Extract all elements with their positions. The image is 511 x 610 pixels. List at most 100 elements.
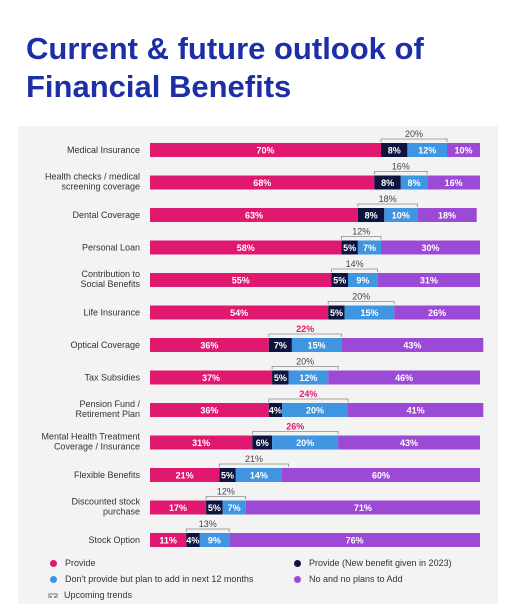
data-label-no-plans: 43% (400, 438, 418, 448)
bar-segment-provide (150, 175, 375, 190)
trend-bracket (271, 366, 339, 370)
data-label-plan: 9% (356, 276, 369, 286)
bar-segment-plan (344, 305, 395, 320)
category-label: Stock Option (88, 535, 140, 545)
trend-label: 26% (286, 422, 304, 432)
legend-swatch-provide (50, 559, 57, 567)
data-label-provide: 70% (256, 146, 274, 156)
bar-segment-no-plans (229, 533, 480, 547)
bar-segment-provide-new (272, 370, 289, 385)
legend-swatch-plan (50, 575, 57, 583)
legend-swatch-provide-new (294, 559, 301, 567)
bar-segment-no-plans (427, 175, 480, 190)
bar-segment-provide-new (219, 468, 236, 482)
legend: Provide Provide (New benefit given in 20… (22, 556, 492, 606)
data-label-no-plans: 76% (346, 536, 364, 546)
data-label-provide-new: 5% (221, 471, 234, 481)
bar-segment-provide (150, 468, 220, 482)
bar-segment-provide-new (268, 403, 282, 417)
trend-bracket (357, 203, 418, 207)
data-label-provide: 63% (245, 211, 263, 221)
data-label-plan: 8% (407, 178, 420, 188)
trend-bracket (380, 138, 448, 142)
data-label-plan: 15% (308, 341, 326, 351)
bar-segment-provide (150, 533, 187, 547)
category-label: Tax Subsidies (84, 373, 140, 383)
bar-segment-plan (400, 175, 428, 190)
data-label-no-plans: 16% (445, 178, 463, 188)
data-label-provide-new: 5% (208, 503, 221, 513)
bar-segment-no-plans (417, 208, 477, 222)
trend-bracket (268, 398, 349, 402)
bar-segment-provide (150, 305, 329, 320)
data-label-no-plans: 31% (420, 276, 438, 286)
data-label-no-plans: 10% (454, 146, 472, 156)
bar-segment-provide-new (186, 533, 200, 547)
bar-segment-no-plans (328, 370, 480, 385)
bar-segment-provide (150, 143, 381, 157)
data-label-provide-new: 8% (388, 146, 401, 156)
data-label-plan: 20% (296, 438, 314, 448)
data-label-provide: 36% (200, 406, 218, 416)
trend-label: 12% (217, 487, 235, 497)
trend-bracket (374, 171, 428, 175)
data-label-provide-new: 8% (381, 178, 394, 188)
bar-segment-no-plans (377, 273, 480, 287)
trend-label: 20% (352, 292, 370, 302)
trend-bracket-icon (48, 593, 58, 598)
data-label-plan: 15% (360, 308, 378, 318)
category-label: Pension Fund / Retirement Plan (75, 399, 140, 419)
data-label-plan: 10% (392, 211, 410, 221)
data-label-provide: 17% (169, 503, 187, 513)
bar-segment-provide-new (206, 500, 223, 515)
bar-segment-plan (222, 500, 246, 515)
bar-segment-provide (150, 338, 269, 352)
legend-label-provide: Provide (65, 558, 96, 568)
trend-label: 22% (296, 324, 314, 334)
data-label-provide-new: 7% (274, 341, 287, 351)
stacked-bar-chart: Medical Insurance 70% 8% 12% 10% 20% Health ch… (41, 129, 484, 547)
bar-segment-plan (199, 533, 230, 547)
trend-bracket (185, 528, 230, 532)
legend-label-no-plans: No and no plans to Add (309, 574, 403, 584)
bar-segment-provide-new (357, 208, 385, 222)
bar-segment-plan (348, 273, 378, 287)
trend-bracket (341, 236, 382, 240)
page-title: Current & future outlook of Financial Be… (26, 31, 424, 104)
trend-bracket (251, 431, 339, 435)
bar-segment-provide (150, 240, 342, 255)
data-label-plan: 9% (208, 536, 221, 546)
data-label-no-plans: 41% (407, 406, 425, 416)
bar-segment-provide-new (328, 305, 345, 320)
bar-segment-provide (150, 273, 332, 287)
bar-segment-provide (150, 435, 253, 450)
trend-bracket (218, 463, 289, 467)
category-label: Health checks / medical screening coverag… (45, 172, 140, 192)
category-label: Optical Coverage (70, 340, 140, 350)
bar-segment-no-plans (394, 305, 480, 320)
data-label-plan: 20% (306, 406, 324, 416)
data-label-plan: 12% (418, 146, 436, 156)
bar-segment-no-plans (245, 500, 480, 515)
trend-label: 13% (199, 519, 217, 529)
data-label-plan: 12% (299, 373, 317, 383)
data-label-provide: 58% (237, 243, 255, 253)
bar-segment-provide-new (268, 338, 292, 352)
bar-segment-plan (291, 338, 342, 352)
bar-segment-plan (288, 370, 329, 385)
data-label-plan: 14% (250, 471, 268, 481)
bar-segment-plan (407, 143, 447, 157)
bar-segment-plan (235, 468, 282, 482)
data-label-provide: 36% (200, 341, 218, 351)
trend-label: 18% (379, 194, 397, 204)
bar-segment-plan (357, 240, 381, 255)
category-label: Mental Health Treatment Coverage / Insura… (41, 432, 140, 452)
data-label-provide: 55% (232, 276, 250, 286)
bar-segment-provide-new (331, 273, 348, 287)
bar-segment-no-plans (338, 435, 480, 450)
category-label: Dental Coverage (72, 210, 140, 220)
data-label-provide-new: 5% (330, 308, 343, 318)
legend-label-provide-new: Provide (New benefit given in 2023) (309, 558, 452, 568)
bar-segment-plan (282, 403, 348, 417)
bar-segment-provide-new (374, 175, 401, 190)
